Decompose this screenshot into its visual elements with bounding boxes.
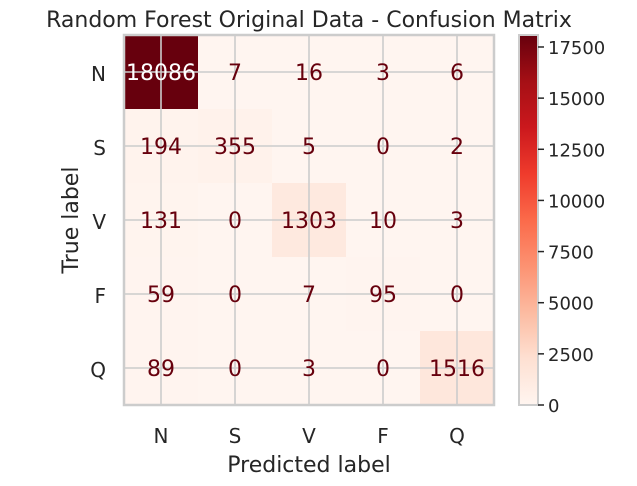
cell-value: 1303: [281, 209, 337, 234]
cell-value-labels: 18086 7 16 3 6 194 355 5 0 2 131 0 1303 10 3 59 0 7 95 0 89 0…: [126, 61, 485, 382]
chart-title: Random Forest Original Data - Confusion …: [46, 8, 572, 33]
cell-value: 3: [302, 357, 316, 382]
x-tick-label: S: [229, 424, 242, 448]
y-tick-label: F: [94, 284, 106, 308]
cell-value: 16: [295, 61, 323, 86]
cell-value: 0: [228, 209, 242, 234]
colorbar-tick-label: 10000: [548, 191, 605, 212]
colorbar-tick-label: 0: [548, 396, 559, 417]
colorbar-tick-label: 17500: [548, 38, 605, 59]
cell-value: 89: [147, 357, 175, 382]
colorbar-tick-label: 15000: [548, 89, 605, 110]
y-tick-label: Q: [90, 358, 106, 382]
cell-value: 0: [376, 135, 390, 160]
cell-value: 5: [302, 135, 316, 160]
cell-value: 0: [450, 283, 464, 308]
cell-value: 7: [302, 283, 316, 308]
cell-value: 59: [147, 283, 175, 308]
x-axis-label: Predicted label: [227, 453, 390, 478]
y-tick-label: N: [91, 62, 106, 86]
colorbar-tick-label: 5000: [548, 294, 594, 315]
colorbar-ticks: 0 2500 5000 7500 10000 12500 15000 17500: [538, 38, 605, 417]
y-axis-label: True label: [59, 167, 84, 275]
y-axis-ticks: N S V F Q: [90, 62, 106, 382]
colorbar-tick-label: 7500: [548, 243, 594, 264]
cell-value: 1516: [429, 357, 485, 382]
cell-value: 7: [228, 61, 242, 86]
cell-value: 95: [369, 283, 397, 308]
colorbar-tick-label: 2500: [548, 345, 594, 366]
cell-value: 0: [376, 357, 390, 382]
cell-value: 3: [376, 61, 390, 86]
plot-frame: [122, 33, 496, 407]
heatmap-grid: [124, 35, 494, 405]
cell-value: 6: [450, 61, 464, 86]
cell-value: 18086: [126, 61, 196, 86]
cell-value: 3: [450, 209, 464, 234]
x-tick-label: V: [302, 424, 316, 448]
cell-value: 0: [228, 283, 242, 308]
colorbar-tick-label: 12500: [548, 140, 605, 161]
x-tick-label: F: [377, 424, 389, 448]
cell-value: 2: [450, 135, 464, 160]
y-tick-label: V: [92, 210, 106, 234]
cell-value: 0: [228, 357, 242, 382]
colorbar: [518, 34, 539, 406]
x-tick-label: Q: [449, 424, 465, 448]
y-tick-label: S: [93, 136, 106, 160]
cell-value: 194: [140, 135, 182, 160]
x-tick-label: N: [154, 424, 169, 448]
cell-value: 131: [140, 209, 182, 234]
cell-value: 355: [214, 135, 256, 160]
cell-value: 10: [369, 209, 397, 234]
